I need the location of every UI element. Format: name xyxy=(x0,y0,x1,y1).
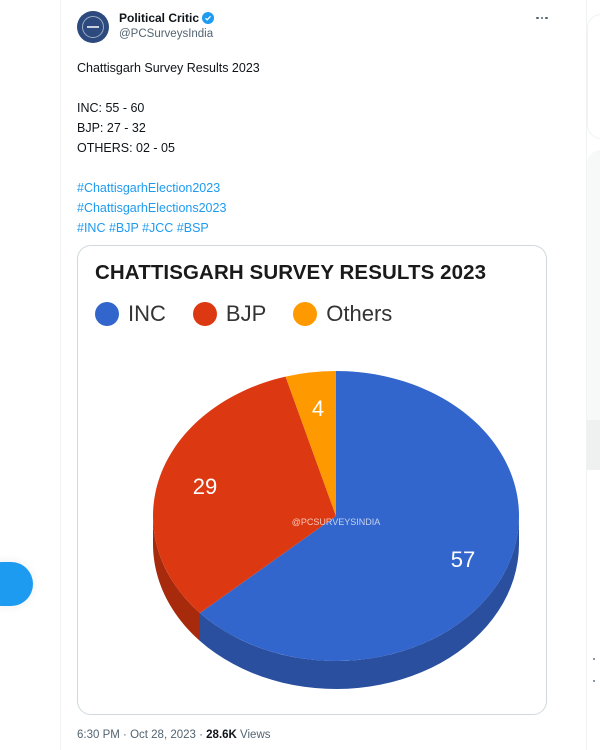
legend-dot-icon xyxy=(95,302,119,326)
views-count: 28.6K xyxy=(206,729,237,741)
avatar[interactable] xyxy=(77,11,109,43)
chart-watermark: @PCSURVEYSINDIA xyxy=(292,517,381,527)
legend-item-others: Others xyxy=(293,301,392,327)
author-name-row: Political Critic xyxy=(119,11,215,25)
pie-side-inc xyxy=(200,516,519,689)
legend-dot-icon xyxy=(192,302,217,326)
more-options-button[interactable] xyxy=(531,11,553,25)
post-button[interactable] xyxy=(0,562,33,606)
pie-slice-inc xyxy=(200,371,519,661)
tweet-text-line: Chattisgarh Survey Results 2023 xyxy=(77,61,260,75)
tweet-text-line: INC: 55 - 60 xyxy=(77,101,145,115)
avatar-logo-icon xyxy=(82,16,104,38)
pie-value-label: 57 xyxy=(451,547,475,572)
hashtag-link[interactable]: #ChattisgarhElection2023 xyxy=(77,181,221,195)
pie-value-label: 4 xyxy=(312,396,324,421)
pie-chart: 57 29 4 @PCSURVEYSINDIA xyxy=(153,371,519,689)
chart-title: CHATTISGARH SURVEY RESULTS 2023 xyxy=(95,261,487,284)
left-navigation-column xyxy=(0,0,60,750)
pie-value-label: 29 xyxy=(193,474,217,499)
hashtag-link[interactable]: #INC #BJP #JCC #BSP xyxy=(77,221,209,235)
tweet-timestamp[interactable]: 6:30 PM · Oct 28, 2023 · 28.6K Views xyxy=(77,729,271,741)
author-handle[interactable]: @PCSurveysIndia xyxy=(119,28,214,40)
tweet-text: Chattisgarh Survey Results 2023 INC: 55 … xyxy=(77,58,260,238)
tweet-detail-column: Political Critic @PCSurveysIndia Chattis… xyxy=(60,0,587,750)
sidebar-panel xyxy=(587,150,600,470)
verified-badge-icon xyxy=(202,12,215,24)
ellipsis-icon xyxy=(536,16,539,20)
legend-item-inc: INC xyxy=(95,301,166,327)
pie-side-bjp xyxy=(153,516,200,642)
author-display-name[interactable]: Political Critic xyxy=(119,11,200,25)
tweet-media-image[interactable]: CHATTISGARH SURVEY RESULTS 2023 INC BJP … xyxy=(77,245,547,715)
hashtag-link[interactable]: #ChattisgarhElections2023 xyxy=(77,201,227,215)
search-box[interactable] xyxy=(587,14,600,139)
tweet-text-line: OTHERS: 02 - 05 xyxy=(77,141,175,155)
legend-item-bjp: BJP xyxy=(192,301,266,327)
tweet-text-line: BJP: 27 - 32 xyxy=(77,121,146,135)
sidebar-panel-item[interactable] xyxy=(587,420,600,470)
pie-slice-others xyxy=(285,371,336,516)
right-sidebar xyxy=(587,0,600,750)
pie-slice-bjp xyxy=(153,376,336,614)
legend-dot-icon xyxy=(293,302,318,326)
chart-legend: INC BJP Others xyxy=(95,301,419,327)
